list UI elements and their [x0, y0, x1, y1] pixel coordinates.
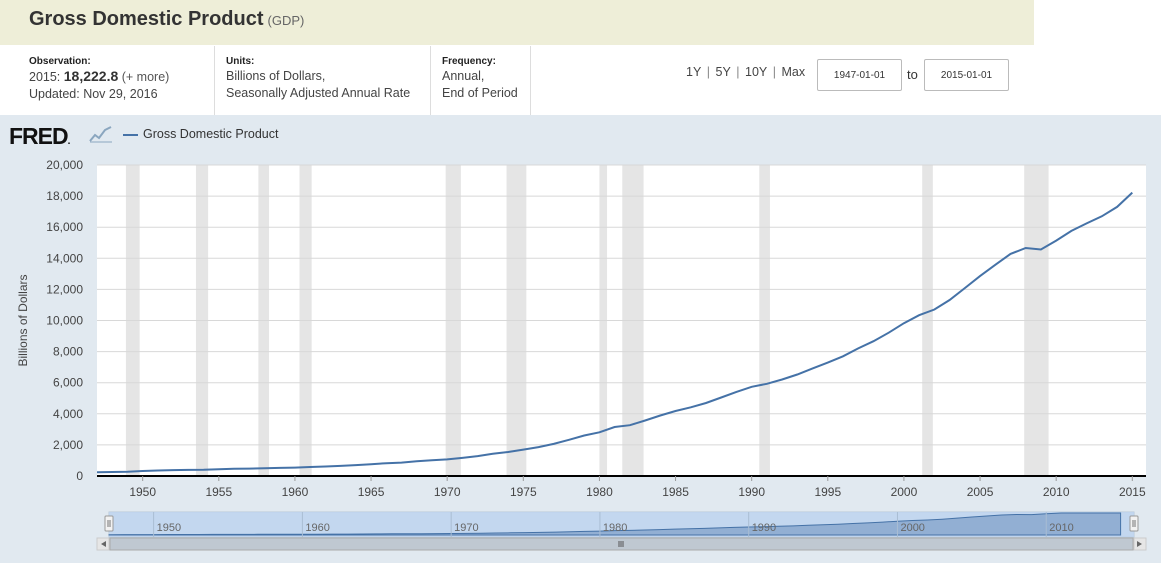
range-links: 1Y | 5Y | 10Y | Max: [686, 65, 806, 79]
y-tick-label: 14,000: [46, 251, 83, 265]
y-tick-label: 4,000: [53, 407, 83, 421]
series-title: Gross Domestic Product: [29, 8, 264, 30]
navigator-tick-label: 1980: [603, 522, 627, 534]
range-link-1y[interactable]: 1Y: [686, 65, 702, 79]
observation-panel: Observation: 2015: 18,222.8 (+ more) Upd…: [0, 46, 215, 115]
x-tick-label: 2005: [967, 485, 994, 499]
y-tick-label: 18,000: [46, 189, 83, 203]
updated-date: Updated: Nov 29, 2016: [29, 87, 158, 101]
title-bar: [0, 0, 1034, 45]
scroll-left-arrow-icon: [101, 541, 106, 547]
y-tick-label: 10,000: [46, 314, 83, 328]
observation-date: 2015:: [29, 70, 61, 84]
navigator-tick-label: 2010: [1049, 522, 1073, 534]
y-tick-label: 20,000: [46, 158, 83, 172]
x-tick-label: 1980: [586, 485, 613, 499]
y-tick-label: 12,000: [46, 282, 83, 296]
range-link-10y[interactable]: 10Y: [745, 65, 768, 79]
observation-value: 18,222.8: [63, 68, 119, 84]
series-line-gdp[interactable]: [96, 191, 1133, 474]
x-tick-label: 1965: [358, 485, 385, 499]
y-tick-label: 6,000: [53, 376, 83, 390]
frequency-line-2: End of Period: [442, 86, 518, 100]
x-tick-label: 2015: [1119, 485, 1146, 499]
x-tick-label: 1995: [814, 485, 841, 499]
navigator-tick-label: 1960: [305, 522, 329, 534]
scroll-right-arrow-icon: [1137, 541, 1142, 547]
navigator-tick-label: 1950: [157, 522, 181, 534]
navigator-series-area: [108, 512, 1122, 536]
y-tick-label: 2,000: [53, 438, 83, 452]
x-tick-label: 1955: [205, 485, 232, 499]
series-id: (GDP): [267, 13, 305, 28]
range-link-5y[interactable]: 5Y: [715, 65, 731, 79]
legend-series-name[interactable]: Gross Domestic Product: [143, 127, 279, 141]
frequency-label: Frequency:: [442, 56, 496, 67]
observation-label: Observation:: [29, 56, 91, 67]
navigator-tick-label: 1970: [454, 522, 478, 534]
x-tick-label: 1950: [129, 485, 156, 499]
y-axis-label: Billions of Dollars: [16, 274, 30, 366]
x-tick-label: 1990: [738, 485, 765, 499]
navigator-left-handle[interactable]: [104, 515, 114, 532]
page-title: Gross Domestic Product (GDP): [29, 8, 304, 31]
x-tick-label: 2000: [891, 485, 918, 499]
navigator-tick-label: 2000: [900, 522, 924, 534]
x-tick-label: 1960: [282, 485, 309, 499]
navigator-right-handle[interactable]: [1129, 515, 1139, 532]
units-panel: Units: Billions of Dollars, Seasonally A…: [215, 46, 431, 115]
legend-line-swatch: [123, 134, 138, 136]
to-label: to: [907, 67, 918, 82]
frequency-line-1: Annual,: [442, 69, 485, 83]
x-tick-label: 1985: [662, 485, 689, 499]
x-tick-label: 2010: [1043, 485, 1070, 499]
x-tick-label: 1970: [434, 485, 461, 499]
units-line-1: Billions of Dollars,: [226, 69, 326, 83]
more-observations-link[interactable]: (+ more): [121, 70, 170, 84]
range-link-max[interactable]: Max: [781, 65, 806, 79]
y-tick-label: 8,000: [53, 345, 83, 359]
start-date-input[interactable]: [817, 59, 902, 91]
end-date-input[interactable]: [924, 59, 1009, 91]
x-tick-label: 1975: [510, 485, 537, 499]
y-tick-label: 16,000: [46, 220, 83, 234]
navigator-tick-label: 1990: [752, 522, 776, 534]
units-line-2: Seasonally Adjusted Annual Rate: [226, 86, 411, 100]
y-tick-label: 0: [76, 469, 83, 483]
fred-logo: FRED.: [9, 123, 70, 149]
fred-graph-icon: [89, 126, 112, 143]
frequency-panel: Frequency: Annual, End of Period: [431, 46, 531, 115]
units-label: Units:: [226, 56, 255, 67]
